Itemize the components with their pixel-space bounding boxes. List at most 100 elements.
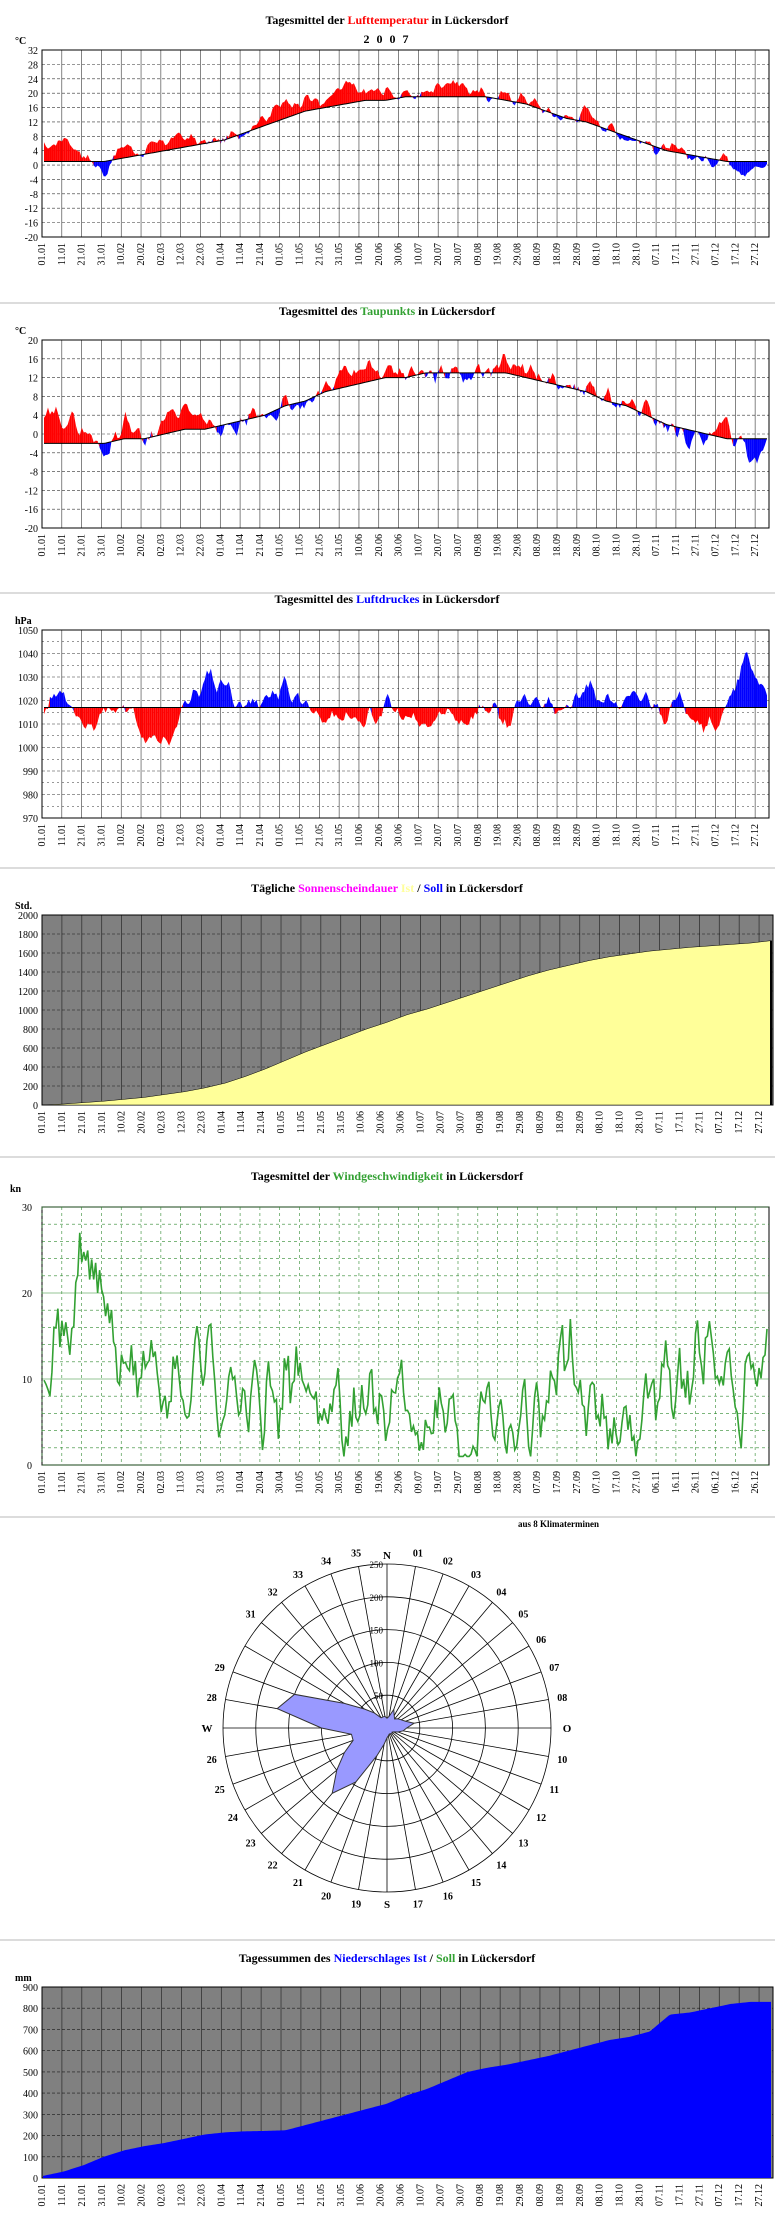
dewpoint-deviation-band (663, 423, 666, 429)
pressure-deviation-band (75, 707, 78, 717)
pressure-deviation-band (200, 684, 203, 708)
pressure-deviation-band (477, 704, 479, 715)
dewpoint-deviation-band (129, 423, 132, 439)
y-tick-label: 0 (33, 2174, 38, 2185)
pressure-deviation-band (735, 679, 738, 708)
temperature-deviation-band (580, 109, 583, 122)
temperature-deviation-band (282, 101, 285, 120)
pressure-deviation-band (270, 690, 273, 708)
pressure-deviation-band (286, 681, 289, 708)
rose-direction-label: 14 (496, 1860, 506, 1871)
x-tick-label: 31.05 (336, 2184, 347, 2207)
rose-direction-label: 25 (215, 1785, 225, 1796)
pressure-deviation-band (351, 707, 354, 719)
pressure-deviation-band (369, 706, 372, 715)
x-tick-label: 10.04 (235, 1471, 246, 1494)
temperature-deviation-band (81, 156, 84, 162)
pressure-deviation-band (552, 704, 555, 715)
dewpoint-deviation-band (298, 402, 301, 410)
dewpoint-deviation-band (391, 365, 394, 378)
pressure-deviation-band (629, 692, 632, 708)
temperature-deviation-band (123, 146, 126, 159)
pressure-deviation-band (109, 707, 112, 711)
pressure-deviation-band (357, 707, 360, 722)
dewpoint-deviation-band (44, 414, 46, 444)
pressure-deviation-band (697, 707, 700, 726)
pressure-deviation-band (427, 707, 430, 728)
dewpoint-deviation-band (463, 372, 466, 383)
dewpoint-deviation-band (711, 432, 714, 436)
temperature-deviation-band (117, 148, 120, 160)
dewpoint-deviation-band (69, 411, 72, 444)
dewpoint-deviation-band (377, 370, 380, 380)
dewpoint-deviation-band (719, 421, 722, 438)
pressure-deviation-band (302, 702, 305, 708)
y-tick-label: 4 (33, 411, 38, 422)
pressure-series (44, 652, 767, 746)
pressure-deviation-band (433, 707, 436, 722)
pressure-deviation-band (526, 699, 529, 708)
temperature-deviation-band (83, 156, 86, 162)
temperature-deviation-band (71, 147, 74, 162)
title-part: Taupunkts (360, 304, 415, 318)
pressure-deviation-band (204, 670, 207, 708)
x-tick-label: 29.08 (515, 1111, 526, 1134)
y-tick-label: 24 (28, 75, 38, 86)
pressure-deviation-band (393, 707, 396, 713)
pressure-deviation-band (623, 696, 626, 708)
dewpoint-deviation-band (181, 405, 184, 431)
dewpoint-deviation-band (210, 420, 213, 428)
temperature-deviation-band (371, 89, 374, 101)
pressure-deviation-band (707, 707, 710, 726)
temperature-deviation-band (405, 90, 408, 97)
x-tick-label: 28.09 (572, 534, 583, 557)
pressure-deviation-band (689, 707, 692, 720)
temperature-deviation-band (594, 118, 597, 126)
rose-ring-label: 200 (370, 1593, 384, 1603)
pressure-deviation-band (556, 707, 559, 714)
dewpoint-deviation-band (185, 403, 188, 430)
rose-cardinal-w: W (202, 1723, 213, 1735)
temperature-deviation-band (693, 155, 696, 160)
title-part: Tagesmittel des (275, 592, 357, 606)
dewpoint-deviation-band (512, 364, 515, 375)
pressure-deviation-band (63, 692, 66, 708)
rose-spoke (386, 1573, 444, 1729)
dewpoint-deviation-band (703, 433, 706, 446)
pressure-deviation-band (451, 707, 454, 715)
x-tick-label: 09.08 (475, 2184, 486, 2207)
dewpoint-deviation-band (250, 407, 253, 419)
rose-spoke (386, 1585, 470, 1729)
pressure-deviation-band (214, 686, 217, 708)
y-tick-label: 1800 (18, 930, 38, 941)
x-tick-label: 21.04 (255, 243, 266, 266)
temperature-deviation-band (419, 91, 422, 97)
y-tick-label: 1020 (18, 697, 38, 708)
pressure-deviation-band (635, 692, 638, 708)
temperature-deviation-band (548, 107, 551, 113)
pressure-deviation-band (532, 698, 535, 708)
x-tick-label: 17.11 (674, 2184, 685, 2206)
pressure-deviation-band (665, 707, 668, 725)
pressure-deviation-band (389, 698, 392, 708)
rose-direction-label: 04 (496, 1588, 506, 1599)
dewpoint-deviation-band (590, 380, 593, 395)
dewpoint-deviation-band (73, 413, 76, 444)
y-unit-label: °C (15, 36, 26, 47)
temperature-deviation-band (97, 161, 100, 167)
temperature-deviation-band (763, 161, 766, 168)
x-tick-label: 10.07 (415, 1111, 426, 1134)
temperature-deviation-band (731, 161, 734, 170)
pressure-deviation-band (685, 707, 688, 715)
y-tick-label: 12 (28, 118, 38, 129)
dewpoint-deviation-band (300, 401, 303, 410)
temperature-deviation-band (355, 87, 358, 103)
temperature-deviation-band (719, 156, 722, 161)
dewpoint-deviation-band (151, 431, 154, 438)
dewpoint-deviation-band (763, 438, 766, 451)
temperature-deviation-band (540, 107, 543, 114)
x-tick-label: 08.10 (595, 1111, 606, 1134)
temperature-deviation-band (488, 97, 491, 103)
temperature-deviation-band (312, 98, 315, 110)
